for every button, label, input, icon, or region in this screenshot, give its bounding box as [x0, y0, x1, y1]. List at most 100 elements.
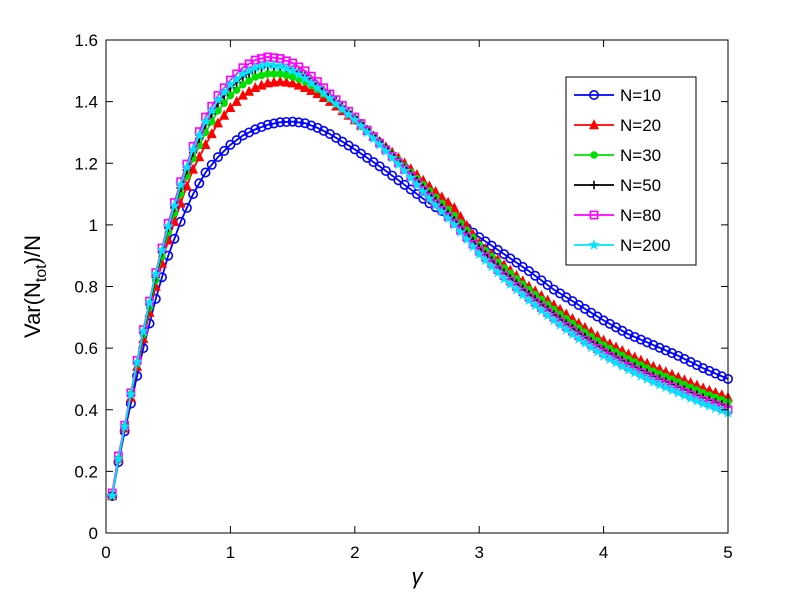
legend-marker — [588, 238, 600, 250]
y-tick-label: 1.2 — [74, 154, 98, 173]
data-point — [194, 151, 205, 162]
data-point — [268, 118, 279, 129]
data-point — [548, 314, 560, 326]
data-point — [554, 318, 566, 330]
y-tick-label: 0 — [89, 524, 98, 543]
data-point — [237, 67, 249, 79]
data-point — [373, 138, 386, 150]
data-point — [206, 128, 217, 139]
data-point — [305, 77, 318, 89]
data-point — [239, 80, 247, 89]
data-point — [399, 179, 410, 190]
series-n-200 — [106, 58, 734, 501]
data-point — [106, 489, 118, 501]
data-point — [516, 288, 529, 300]
y-tick-label: 0.6 — [74, 339, 98, 358]
data-point — [243, 64, 255, 76]
y-axis-label: Var(Ntot)/N — [20, 235, 50, 338]
data-point — [118, 420, 131, 432]
data-point — [205, 104, 218, 116]
x-tick-label: 5 — [723, 543, 732, 562]
data-point — [317, 87, 330, 99]
data-point — [448, 218, 461, 230]
data-point — [523, 266, 534, 277]
data-point — [349, 114, 361, 126]
data-point — [194, 178, 205, 189]
data-point — [174, 178, 187, 190]
data-point — [380, 145, 392, 157]
data-point — [436, 205, 448, 217]
data-point — [206, 159, 217, 170]
legend: N=10 N=20 N=30 N=50 N=80 N=200 — [565, 76, 697, 266]
data-point — [219, 109, 230, 120]
data-point — [622, 363, 635, 375]
data-point — [523, 294, 535, 306]
data-point — [648, 340, 659, 351]
data-point — [275, 75, 286, 86]
data-point — [306, 120, 317, 131]
data-point — [473, 248, 485, 260]
data-point — [411, 178, 423, 190]
data-point — [442, 212, 454, 224]
series-n-10 — [107, 116, 733, 502]
data-point — [261, 58, 274, 70]
data-point — [300, 118, 311, 129]
data-point — [280, 62, 293, 74]
x-axis-label: γ — [412, 564, 425, 589]
data-point — [629, 331, 640, 342]
data-point — [330, 97, 342, 109]
data-point — [286, 64, 299, 76]
data-point — [691, 394, 703, 406]
data-point — [597, 349, 610, 361]
data-point — [355, 120, 367, 132]
y-axis-label-tail: )/N — [20, 235, 45, 264]
data-point — [181, 202, 192, 213]
legend-item: N=10 — [574, 86, 661, 105]
data-point — [212, 117, 223, 128]
data-point — [212, 152, 223, 163]
plot-area — [106, 52, 734, 502]
data-point — [257, 71, 266, 80]
data-point — [541, 309, 554, 321]
y-axis-label-subscript: tot — [33, 264, 50, 282]
data-point — [150, 268, 162, 280]
data-point — [251, 73, 260, 81]
data-point — [672, 386, 684, 398]
data-point — [660, 345, 671, 356]
data-point — [268, 59, 280, 71]
data-point — [300, 81, 311, 92]
y-tick-label: 1.6 — [74, 31, 98, 50]
data-point — [405, 184, 416, 195]
data-point — [299, 72, 311, 84]
data-point — [698, 363, 709, 374]
data-point — [245, 77, 253, 85]
legend-item: N=200 — [574, 236, 671, 255]
data-point — [219, 145, 230, 156]
data-point — [703, 399, 716, 411]
data-point — [536, 275, 547, 286]
data-point — [232, 86, 241, 94]
data-point — [560, 323, 573, 335]
data-point — [504, 278, 517, 290]
data-point — [467, 240, 479, 252]
data-point — [112, 453, 125, 464]
data-point — [591, 345, 604, 357]
y-tick-label: 0.2 — [74, 462, 98, 481]
legend-marker — [588, 119, 600, 130]
data-point — [535, 304, 548, 316]
data-point — [262, 119, 273, 130]
data-point — [156, 244, 168, 256]
data-point — [212, 94, 224, 105]
data-point — [263, 70, 272, 78]
data-point — [635, 369, 647, 381]
data-point — [623, 329, 634, 340]
y-tick-label: 0.4 — [74, 401, 98, 420]
data-point — [429, 199, 442, 211]
legend-marker — [589, 180, 599, 190]
x-tick-label: 1 — [226, 543, 235, 562]
data-point — [386, 151, 398, 163]
legend-marker — [588, 90, 599, 101]
data-point — [306, 85, 317, 96]
data-point — [293, 79, 304, 90]
